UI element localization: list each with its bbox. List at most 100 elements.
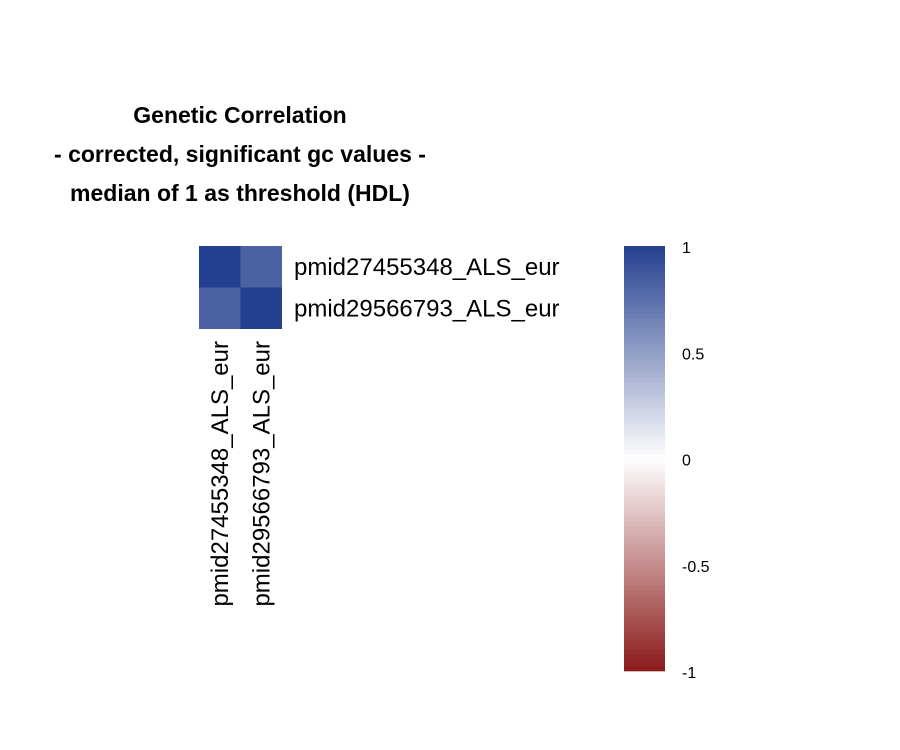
legend-stripe bbox=[624, 288, 665, 294]
legend-stripe bbox=[624, 314, 665, 319]
legend-stripe bbox=[624, 454, 665, 459]
legend-stripe bbox=[624, 263, 665, 268]
legend-stripe bbox=[624, 637, 665, 642]
legend-stripe bbox=[624, 254, 665, 260]
legend-stripe bbox=[624, 556, 665, 561]
chart-title: Genetic Correlation - corrected, signifi… bbox=[0, 96, 480, 213]
row-label-0: pmid27455348_ALS_eur bbox=[294, 254, 560, 281]
legend-stripe bbox=[624, 475, 665, 481]
legend-stripe bbox=[624, 275, 665, 281]
legend-stripe bbox=[624, 581, 665, 587]
legend-stripe bbox=[624, 309, 665, 315]
legend-stripe bbox=[624, 280, 665, 285]
legend-stripe bbox=[624, 433, 665, 438]
legend-stripe bbox=[624, 547, 665, 553]
legend-stripe bbox=[624, 292, 665, 298]
legend-stripe bbox=[624, 271, 665, 277]
legend-stripe bbox=[624, 390, 665, 396]
legend-stripe bbox=[624, 662, 665, 668]
legend-stripe bbox=[624, 322, 665, 328]
legend-stripe bbox=[624, 382, 665, 387]
column-label-0: pmid27455348_ALS_eur bbox=[207, 341, 234, 607]
legend-stripe bbox=[624, 250, 665, 255]
legend-stripe bbox=[624, 450, 665, 455]
legend-stripe bbox=[624, 641, 665, 646]
legend-stripe bbox=[624, 632, 665, 638]
legend-stripe bbox=[624, 365, 665, 370]
chart-title-line-1: Genetic Correlation bbox=[133, 102, 347, 128]
legend-stripe bbox=[624, 543, 665, 549]
legend-stripe bbox=[624, 573, 665, 578]
legend-stripe bbox=[624, 522, 665, 527]
legend-stripe bbox=[624, 526, 665, 532]
legend-stripe bbox=[624, 530, 665, 536]
legend-stripe bbox=[624, 258, 665, 264]
legend-stripe bbox=[624, 394, 665, 400]
legend-stripe bbox=[624, 658, 665, 663]
legend-stripe bbox=[624, 505, 665, 510]
legend-stripe bbox=[624, 339, 665, 345]
legend-tick-label-3: -0.5 bbox=[682, 559, 710, 576]
heatmap-cell-r0-c0 bbox=[199, 246, 241, 288]
legend-stripe bbox=[624, 492, 665, 498]
column-labels: pmid27455348_ALS_eur pmid29566793_ALS_eur bbox=[207, 341, 276, 607]
legend-stripe bbox=[624, 620, 665, 625]
legend-tick-labels: 1 0.5 0 -0.5 -1 bbox=[682, 240, 710, 682]
chart-title-line-2: - corrected, significant gc values - bbox=[54, 141, 426, 167]
legend-stripe bbox=[624, 411, 665, 417]
legend-tick-label-0: 1 bbox=[682, 240, 691, 257]
legend-stripe bbox=[624, 331, 665, 336]
chart-title-line-3: median of 1 as threshold (HDL) bbox=[70, 180, 410, 206]
legend-stripe bbox=[624, 403, 665, 408]
legend-stripe bbox=[624, 496, 665, 502]
legend-stripe bbox=[624, 386, 665, 391]
legend-stripe bbox=[624, 577, 665, 583]
legend-stripe bbox=[624, 594, 665, 600]
legend-stripe bbox=[624, 301, 665, 306]
legend-stripe bbox=[624, 539, 665, 544]
legend-stripe bbox=[624, 462, 665, 468]
heatmap-cell-r1-c1 bbox=[240, 287, 282, 329]
legend-stripe bbox=[624, 518, 665, 523]
legend-tick-label-1: 0.5 bbox=[682, 346, 704, 363]
legend-stripe bbox=[624, 560, 665, 566]
legend-stripe bbox=[624, 590, 665, 595]
legend-stripe bbox=[624, 399, 665, 404]
legend-stripe bbox=[624, 428, 665, 434]
legend-stripe bbox=[624, 598, 665, 604]
legend-stripe bbox=[624, 407, 665, 413]
legend-stripe bbox=[624, 348, 665, 353]
legend-stripe bbox=[624, 326, 665, 332]
legend-stripe bbox=[624, 267, 665, 272]
legend-tick-label-4: -1 bbox=[682, 665, 696, 682]
legend-stripe bbox=[624, 441, 665, 447]
legend-stripe bbox=[624, 611, 665, 617]
legend-stripe bbox=[624, 569, 665, 574]
row-label-1: pmid29566793_ALS_eur bbox=[294, 295, 560, 322]
legend-stripe bbox=[624, 501, 665, 506]
legend-stripe bbox=[624, 445, 665, 451]
legend-stripe bbox=[624, 356, 665, 362]
legend-tick-label-2: 0 bbox=[682, 453, 691, 470]
column-label-1: pmid29566793_ALS_eur bbox=[248, 341, 275, 607]
legend-stripe bbox=[624, 416, 665, 421]
legend-stripe bbox=[624, 420, 665, 425]
row-labels: pmid27455348_ALS_eur pmid29566793_ALS_eur bbox=[294, 254, 560, 323]
legend-stripe bbox=[624, 335, 665, 340]
legend-stripe bbox=[624, 284, 665, 289]
legend-stripe bbox=[624, 352, 665, 357]
legend-stripe bbox=[624, 424, 665, 430]
legend-stripe bbox=[624, 615, 665, 621]
color-legend: 1 0.5 0 -0.5 -1 bbox=[624, 240, 710, 682]
legend-stripe bbox=[624, 479, 665, 485]
legend-stripe bbox=[624, 471, 665, 476]
legend-stripe bbox=[624, 628, 665, 634]
legend-stripe bbox=[624, 377, 665, 383]
legend-stripe bbox=[624, 535, 665, 540]
legend-stripe bbox=[624, 624, 665, 629]
heatmap-cells bbox=[199, 246, 282, 329]
legend-stripe bbox=[624, 297, 665, 302]
legend-stripe bbox=[624, 564, 665, 570]
legend-stripe bbox=[624, 666, 665, 672]
